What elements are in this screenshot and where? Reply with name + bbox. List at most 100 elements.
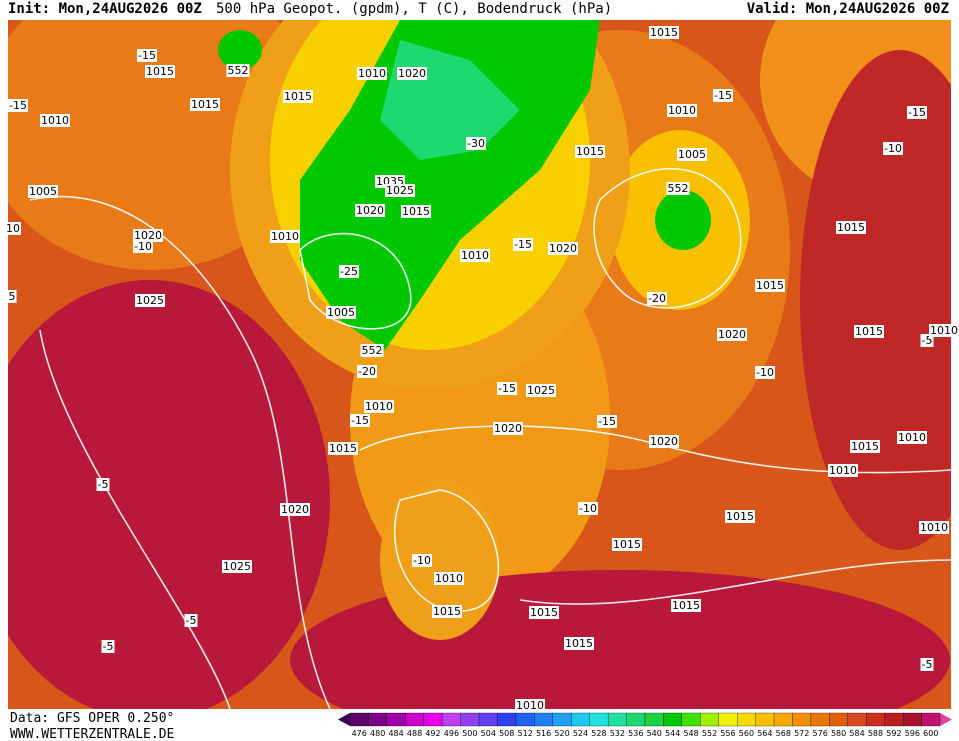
contour-label: -10 (134, 240, 152, 253)
contour-label: -5 (922, 658, 933, 671)
label-box (677, 148, 707, 161)
contour-label: 1015 (530, 606, 558, 619)
contour-label: 1015 (565, 637, 593, 650)
colorbar-label: 580 (831, 729, 846, 738)
contour-label: 1010 (668, 104, 696, 117)
colorbar-swatch (626, 712, 646, 727)
colorbar-swatch (423, 712, 443, 727)
contour-label: -20 (648, 292, 666, 305)
label-box (883, 142, 903, 155)
contour-label: -10 (756, 366, 774, 379)
contour-label: -10 (413, 554, 431, 567)
colorbar-swatch (829, 712, 848, 727)
contour-label: 1010 (435, 572, 463, 585)
contour-label: -15 (598, 415, 616, 428)
contour-label: 552 (228, 64, 249, 77)
label-box (184, 614, 198, 627)
label-box (515, 699, 545, 712)
label-box (666, 182, 690, 195)
contour-label: 1010 (461, 249, 489, 262)
colorbar-swatch (884, 712, 904, 727)
colorbar-swatch (663, 712, 683, 727)
colorbar-label: 500 (462, 729, 477, 738)
label-box (717, 328, 747, 341)
contour-label: 1010 (516, 699, 544, 712)
label-box (339, 265, 359, 278)
contour-label: -10 (579, 502, 597, 515)
contour-label: -25 (340, 265, 358, 278)
label-box (397, 67, 427, 80)
colorbar-label: 532 (610, 729, 625, 738)
colorbar-label: 548 (683, 729, 698, 738)
colorbar-label: 564 (757, 729, 772, 738)
colorbar-label: 596 (905, 729, 920, 738)
label-box (548, 242, 578, 255)
contour-label: 1015 (613, 538, 641, 551)
colorbar-swatch (792, 712, 812, 727)
colorbar-label: 488 (407, 729, 422, 738)
label-box (597, 415, 617, 428)
label-box (854, 325, 884, 338)
label-box (28, 185, 58, 198)
label-box (460, 249, 490, 262)
label-box (725, 510, 755, 523)
label-box (513, 238, 533, 251)
contour-label: 1025 (136, 294, 164, 307)
label-box (529, 606, 559, 619)
label-box (432, 605, 462, 618)
label-box (578, 502, 598, 515)
contour-label: 1015 (146, 65, 174, 78)
contour-label: 1025 (223, 560, 251, 573)
label-box (649, 435, 679, 448)
label-box (96, 478, 110, 491)
contour-label: 1010 (930, 324, 958, 337)
init-time: Init: Mon,24AUG2026 00Z (8, 1, 202, 17)
label-box (226, 64, 250, 77)
label-box (897, 431, 927, 444)
colorbar-label: 516 (536, 729, 551, 738)
colorbar-swatch (386, 712, 406, 727)
label-box (360, 344, 384, 357)
contour-label: 1015 (433, 605, 461, 618)
contour-label: 1010 (365, 400, 393, 413)
label-box (612, 538, 642, 551)
colorbar-label: 540 (647, 729, 662, 738)
contour-label: 1020 (356, 204, 384, 217)
label-box (434, 572, 464, 585)
colorbar-arrow-right (940, 713, 952, 726)
label-box (526, 384, 556, 397)
contour-label: 1010 (358, 67, 386, 80)
colorbar-label: 584 (849, 729, 864, 738)
label-box (493, 422, 523, 435)
contour-label: 1020 (718, 328, 746, 341)
label-box (5, 222, 21, 235)
label-box (357, 365, 377, 378)
label-box (649, 26, 679, 39)
label-box (836, 221, 866, 234)
colorbar-label: 520 (554, 729, 569, 738)
label-box (328, 442, 358, 455)
contour-label: 1020 (650, 435, 678, 448)
contour-label: 1005 (327, 306, 355, 319)
colorbar-label: 556 (720, 729, 735, 738)
colorbar-label: 524 (573, 729, 588, 738)
contour-label: -10 (884, 142, 902, 155)
contour-label: -15 (351, 414, 369, 427)
contour-label: -5 (186, 614, 197, 627)
contour-label: 1025 (386, 184, 414, 197)
label-box (270, 230, 300, 243)
colorbar-swatch (442, 712, 461, 727)
contour-label: 1020 (549, 242, 577, 255)
label-box (575, 145, 605, 158)
colorbar-swatch (349, 712, 369, 727)
label-box (40, 114, 70, 127)
label-box (8, 99, 28, 112)
label-box (133, 240, 153, 253)
contour-label: 552 (362, 344, 383, 357)
label-box (133, 229, 163, 242)
contour-label: 5 (9, 290, 16, 303)
colorbar-swatch (405, 712, 424, 727)
colorbar-label: 528 (591, 729, 606, 738)
colorbar-swatch (700, 712, 719, 727)
